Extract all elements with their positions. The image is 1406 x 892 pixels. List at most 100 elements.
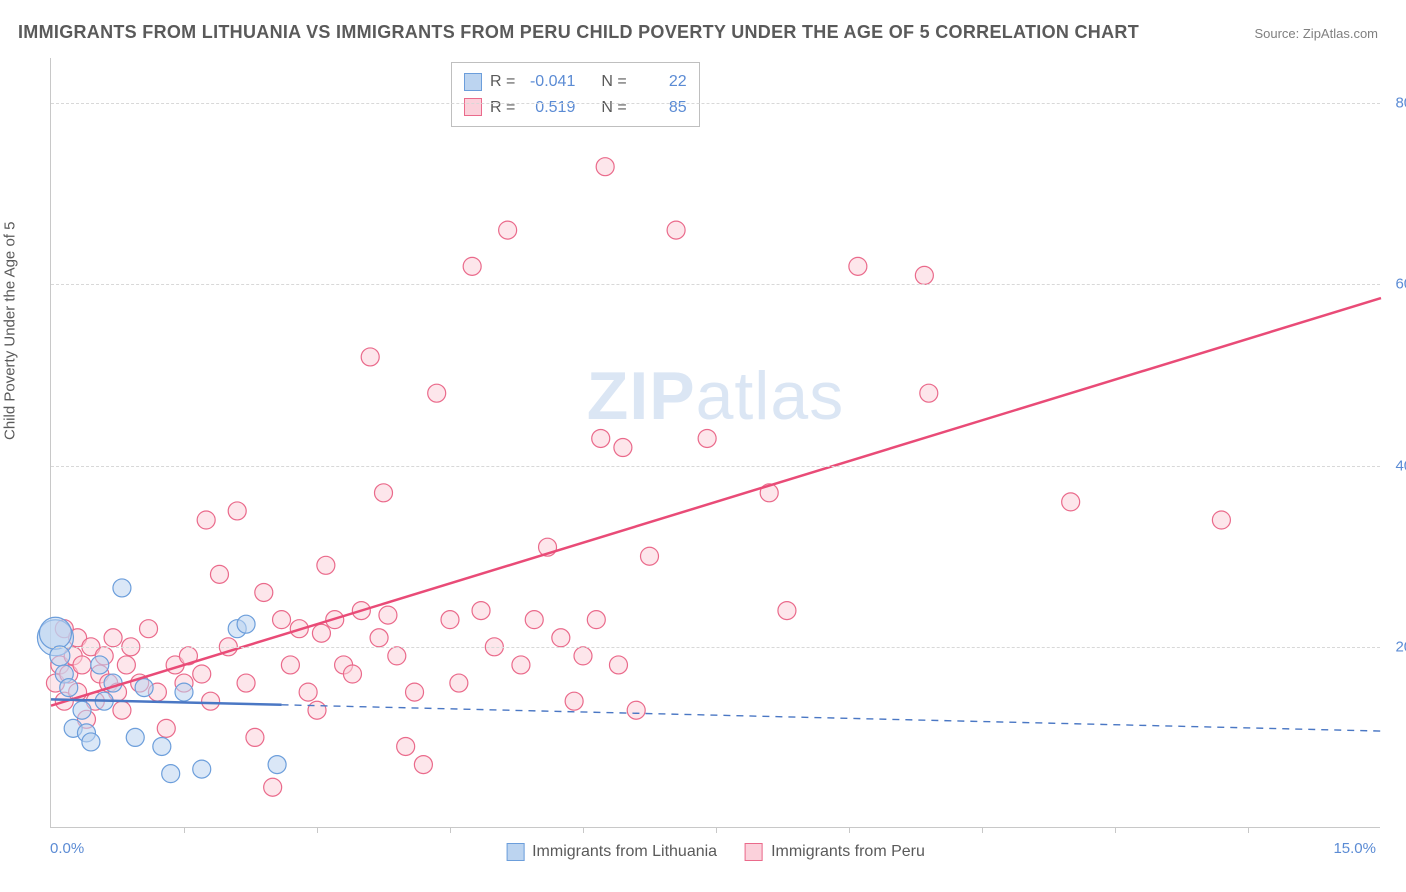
data-point [375, 484, 393, 502]
swatch-peru [745, 843, 763, 861]
data-point [39, 617, 71, 649]
data-point [228, 502, 246, 520]
data-point [414, 756, 432, 774]
data-point [1062, 493, 1080, 511]
data-point [281, 656, 299, 674]
x-tick [317, 827, 318, 833]
data-point [126, 728, 144, 746]
data-point [397, 737, 415, 755]
data-point [308, 701, 326, 719]
data-point [450, 674, 468, 692]
data-point [162, 765, 180, 783]
data-point [406, 683, 424, 701]
stat-r-label: R = [490, 69, 515, 95]
data-point [117, 656, 135, 674]
swatch-lithuania [506, 843, 524, 861]
gridline [51, 103, 1380, 104]
data-point [614, 439, 632, 457]
data-point [920, 384, 938, 402]
data-point [499, 221, 517, 239]
gridline [51, 284, 1380, 285]
data-point [379, 606, 397, 624]
legend-label-lithuania: Immigrants from Lithuania [532, 843, 717, 861]
x-axis-max-label: 15.0% [1333, 840, 1376, 857]
stat-r-value-peru: 0.519 [523, 95, 575, 121]
plot-area: ZIPatlas R = -0.041 N = 22 R = 0.519 N =… [50, 58, 1380, 828]
chart-title: IMMIGRANTS FROM LITHUANIA VS IMMIGRANTS … [18, 22, 1139, 43]
data-point [135, 679, 153, 697]
data-point [312, 624, 330, 642]
data-point [388, 647, 406, 665]
data-point [264, 778, 282, 796]
x-tick [450, 827, 451, 833]
data-point [915, 266, 933, 284]
stat-n-label: N = [601, 95, 626, 121]
data-point [113, 579, 131, 597]
data-point [82, 733, 100, 751]
data-point [299, 683, 317, 701]
data-point [317, 556, 335, 574]
x-tick [716, 827, 717, 833]
data-point [667, 221, 685, 239]
data-point [113, 701, 131, 719]
data-point [441, 611, 459, 629]
gridline [51, 466, 1380, 467]
chart-svg [51, 58, 1380, 827]
stat-n-value-lithuania: 22 [635, 69, 687, 95]
x-tick [583, 827, 584, 833]
data-point [153, 737, 171, 755]
data-point [157, 719, 175, 737]
data-point [237, 674, 255, 692]
stats-row-lithuania: R = -0.041 N = 22 [464, 69, 687, 95]
data-point [91, 656, 109, 674]
data-point [210, 565, 228, 583]
data-point [73, 701, 91, 719]
x-tick [1248, 827, 1249, 833]
data-point [512, 656, 530, 674]
trendline-peru [51, 298, 1381, 706]
x-axis-min-label: 0.0% [50, 840, 84, 857]
data-point [525, 611, 543, 629]
swatch-lithuania [464, 73, 482, 91]
data-point [273, 611, 291, 629]
data-point [849, 257, 867, 275]
data-point [197, 511, 215, 529]
y-tick-label: 80.0% [1395, 95, 1406, 112]
data-point [60, 679, 78, 697]
data-point [246, 728, 264, 746]
data-point [574, 647, 592, 665]
data-point [237, 615, 255, 633]
data-point [104, 629, 122, 647]
data-point [552, 629, 570, 647]
data-point [175, 683, 193, 701]
data-point [361, 348, 379, 366]
legend-label-peru: Immigrants from Peru [771, 843, 925, 861]
data-point [428, 384, 446, 402]
data-point [609, 656, 627, 674]
data-point [50, 646, 70, 666]
y-axis-label: Child Poverty Under the Age of 5 [2, 222, 19, 440]
data-point [627, 701, 645, 719]
x-tick [982, 827, 983, 833]
stat-r-value-lithuania: -0.041 [523, 69, 575, 95]
data-point [587, 611, 605, 629]
data-point [202, 692, 220, 710]
swatch-peru [464, 98, 482, 116]
data-point [73, 656, 91, 674]
data-point [592, 429, 610, 447]
y-tick-label: 40.0% [1395, 457, 1406, 474]
data-point [698, 429, 716, 447]
x-tick [849, 827, 850, 833]
x-tick [184, 827, 185, 833]
data-point [1212, 511, 1230, 529]
data-point [193, 760, 211, 778]
y-tick-label: 20.0% [1395, 638, 1406, 655]
data-point [641, 547, 659, 565]
data-point [140, 620, 158, 638]
legend: Immigrants from Lithuania Immigrants fro… [506, 843, 925, 861]
data-point [370, 629, 388, 647]
data-point [463, 257, 481, 275]
stat-n-value-peru: 85 [635, 95, 687, 121]
x-tick [1115, 827, 1116, 833]
legend-item-peru: Immigrants from Peru [745, 843, 925, 861]
